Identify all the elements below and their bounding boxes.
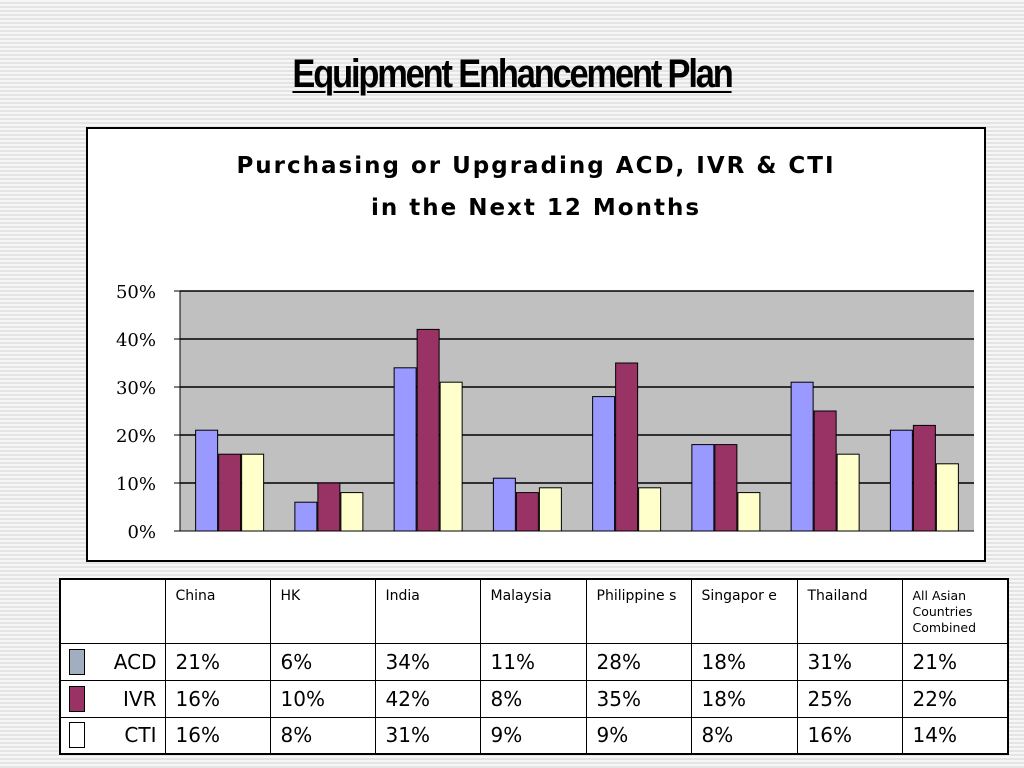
- bar-acd: [790, 381, 814, 532]
- bar-cti: [340, 492, 364, 532]
- bar-ivr: [615, 362, 639, 532]
- bar-cti: [638, 487, 662, 532]
- bar-ivr: [218, 453, 242, 532]
- legend-swatch: [69, 685, 85, 712]
- table-header-cell: India: [374, 578, 481, 644]
- bar-ivr: [515, 492, 539, 532]
- chart-title-line-2: in the Next 12 Months: [370, 195, 702, 221]
- table-cell: 34%: [374, 642, 481, 681]
- table-header-cell: Malaysia: [479, 578, 587, 644]
- table-cell: 25%: [796, 679, 903, 718]
- series-label-cell: ACD: [59, 642, 166, 681]
- y-tick-label: 50%: [116, 282, 156, 303]
- bar-chart: 0% 10% 20% 30% 40% 50%: [116, 282, 974, 543]
- table-cell: 10%: [269, 679, 376, 718]
- table-cell: 35%: [585, 679, 692, 718]
- bar-cti: [241, 453, 265, 532]
- bar-acd: [592, 396, 616, 532]
- bar-cti: [935, 463, 959, 532]
- legend-swatch: [69, 722, 85, 749]
- series-label-cell: IVR: [59, 679, 166, 718]
- chart-title-line-1: Purchasing or Upgrading ACD, IVR & CTI: [236, 153, 836, 179]
- bar-ivr: [813, 410, 837, 532]
- table-header-cell: Philippine s: [585, 578, 692, 644]
- y-tick-label: 20%: [116, 426, 156, 447]
- bar-ivr: [416, 328, 440, 532]
- table-cell: 8%: [269, 716, 376, 755]
- table-cell: 28%: [585, 642, 692, 681]
- bar-ivr: [317, 482, 341, 532]
- y-tick-label: 30%: [116, 378, 156, 399]
- bar-ivr: [912, 424, 936, 532]
- bar-cti: [737, 492, 761, 532]
- bar-acd: [393, 367, 417, 532]
- table-cell: 21%: [901, 642, 1009, 681]
- table-header-cell: All Asian Countries Combined: [901, 578, 1009, 644]
- table-cell: 21%: [164, 642, 271, 681]
- table-header-cell: Singapor e: [690, 578, 798, 644]
- table-cell: 16%: [796, 716, 903, 755]
- table-header-cell: HK: [269, 578, 376, 644]
- table-cell: 14%: [901, 716, 1009, 755]
- table-cell: 31%: [374, 716, 481, 755]
- bar-cti: [538, 487, 562, 532]
- table-cell: 9%: [585, 716, 692, 755]
- table-header-cell: Thailand: [796, 578, 903, 644]
- table-cell: 9%: [479, 716, 587, 755]
- table-cell: 16%: [164, 716, 271, 755]
- table-row: IVR 16% 10% 42% 8% 35% 18% 25% 22%: [59, 679, 1009, 718]
- y-tick-label: 10%: [116, 474, 156, 495]
- table-cell: 22%: [901, 679, 1009, 718]
- table-cell: 31%: [796, 642, 903, 681]
- y-tick-label: 40%: [116, 330, 156, 351]
- legend-swatch: [69, 648, 85, 675]
- bar-acd: [195, 429, 219, 532]
- table-row: CTI 16% 8% 31% 9% 9% 8% 16% 14%: [59, 716, 1009, 755]
- series-name: CTI: [124, 723, 157, 748]
- table-cell: 11%: [479, 642, 587, 681]
- slide-title: Equipment Enhancement Plan: [292, 52, 733, 96]
- data-table: China HK India Malaysia Philippine s Sin…: [59, 578, 1009, 755]
- table-cell: 18%: [690, 679, 798, 718]
- bar-acd: [889, 429, 913, 532]
- series-label-cell: CTI: [59, 716, 166, 755]
- table-cell: 42%: [374, 679, 481, 718]
- table-corner-cell: [59, 578, 166, 644]
- table-cell: 6%: [269, 642, 376, 681]
- bar-acd: [294, 501, 318, 532]
- table-header-cell: China: [164, 578, 271, 644]
- table-cell: 18%: [690, 642, 798, 681]
- y-tick-label: 0%: [127, 522, 156, 543]
- bar-ivr: [714, 444, 738, 532]
- bar-acd: [691, 444, 715, 532]
- table-row: ACD 21% 6% 34% 11% 28% 18% 31% 21%: [59, 642, 1009, 681]
- chart-area: Purchasing or Upgrading ACD, IVR & CTI i…: [86, 127, 986, 562]
- table-cell: 16%: [164, 679, 271, 718]
- table-cell: 8%: [690, 716, 798, 755]
- table-header-row: China HK India Malaysia Philippine s Sin…: [59, 578, 1009, 644]
- series-name: IVR: [123, 686, 157, 711]
- series-name: ACD: [113, 649, 157, 674]
- bar-cti: [836, 453, 860, 532]
- table-cell: 8%: [479, 679, 587, 718]
- bar-acd: [492, 477, 516, 532]
- bar-cti: [439, 381, 463, 532]
